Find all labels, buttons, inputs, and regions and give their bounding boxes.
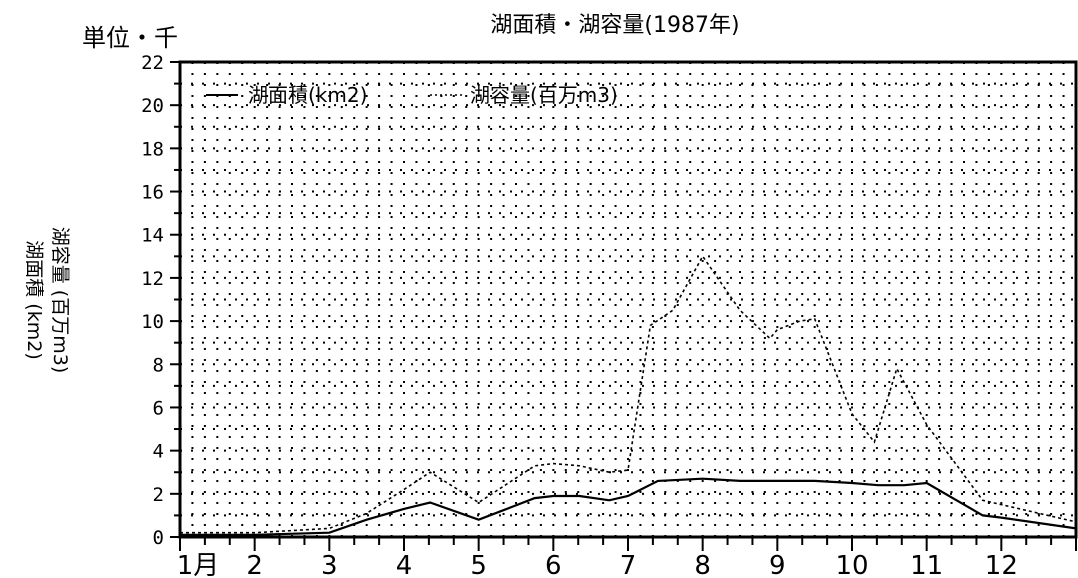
y-axis: 0 2 4 6 8 10 12 14 16 18 20 22 — [141, 52, 164, 549]
legend-label-area: 湖面積(km2) — [248, 83, 367, 107]
y-tick-label: 6 — [153, 397, 164, 419]
legend-label-volume: 湖容量(百万m3) — [470, 83, 618, 107]
x-tick-label: 12 — [985, 551, 1018, 578]
x-tick-label: 10 — [835, 551, 868, 578]
unit-label: 単位・千 — [82, 24, 178, 52]
y-tick-label: 18 — [141, 138, 164, 160]
series-line-volume — [180, 254, 1077, 534]
x-tick-label: 3 — [321, 551, 338, 578]
x-tick-label: 9 — [769, 551, 786, 578]
y-tick-label: 22 — [141, 52, 164, 74]
x-tick-label: 7 — [620, 551, 637, 578]
y-tick-label: 12 — [141, 268, 164, 290]
x-axis: 1月 2 3 4 5 6 7 8 9 10 11 12 — [177, 551, 1018, 578]
series-line-area — [180, 477, 1077, 536]
tick-marks — [170, 61, 1077, 551]
x-tick-label: 11 — [910, 551, 943, 578]
x-tick-label: 2 — [246, 551, 263, 578]
y-tick-label: 0 — [153, 527, 164, 549]
y-axis-label-area: 湖面積 (km2) — [23, 240, 45, 359]
y-tick-label: 20 — [141, 95, 164, 117]
x-tick-label: 4 — [396, 551, 413, 578]
y-tick-label: 16 — [141, 182, 164, 204]
y-tick-label: 10 — [141, 311, 164, 333]
y-axis-label-volume: 湖容量 (百万m3) — [49, 227, 71, 373]
y-tick-label: 4 — [153, 441, 164, 463]
x-tick-label: 6 — [545, 551, 562, 578]
y-tick-label: 8 — [153, 354, 164, 376]
x-tick-label: 5 — [470, 551, 487, 578]
x-tick-label: 1月 — [177, 551, 220, 578]
y-tick-label: 14 — [141, 225, 164, 247]
x-tick-label: 8 — [694, 551, 711, 578]
chart-title: 湖面積・湖容量(1987年) — [490, 13, 739, 38]
series-group — [180, 254, 1077, 536]
y-tick-label: 2 — [153, 484, 164, 506]
plot-frame — [178, 60, 1078, 539]
legend: 湖面積(km2) 湖容量(百万m3) — [206, 83, 618, 107]
